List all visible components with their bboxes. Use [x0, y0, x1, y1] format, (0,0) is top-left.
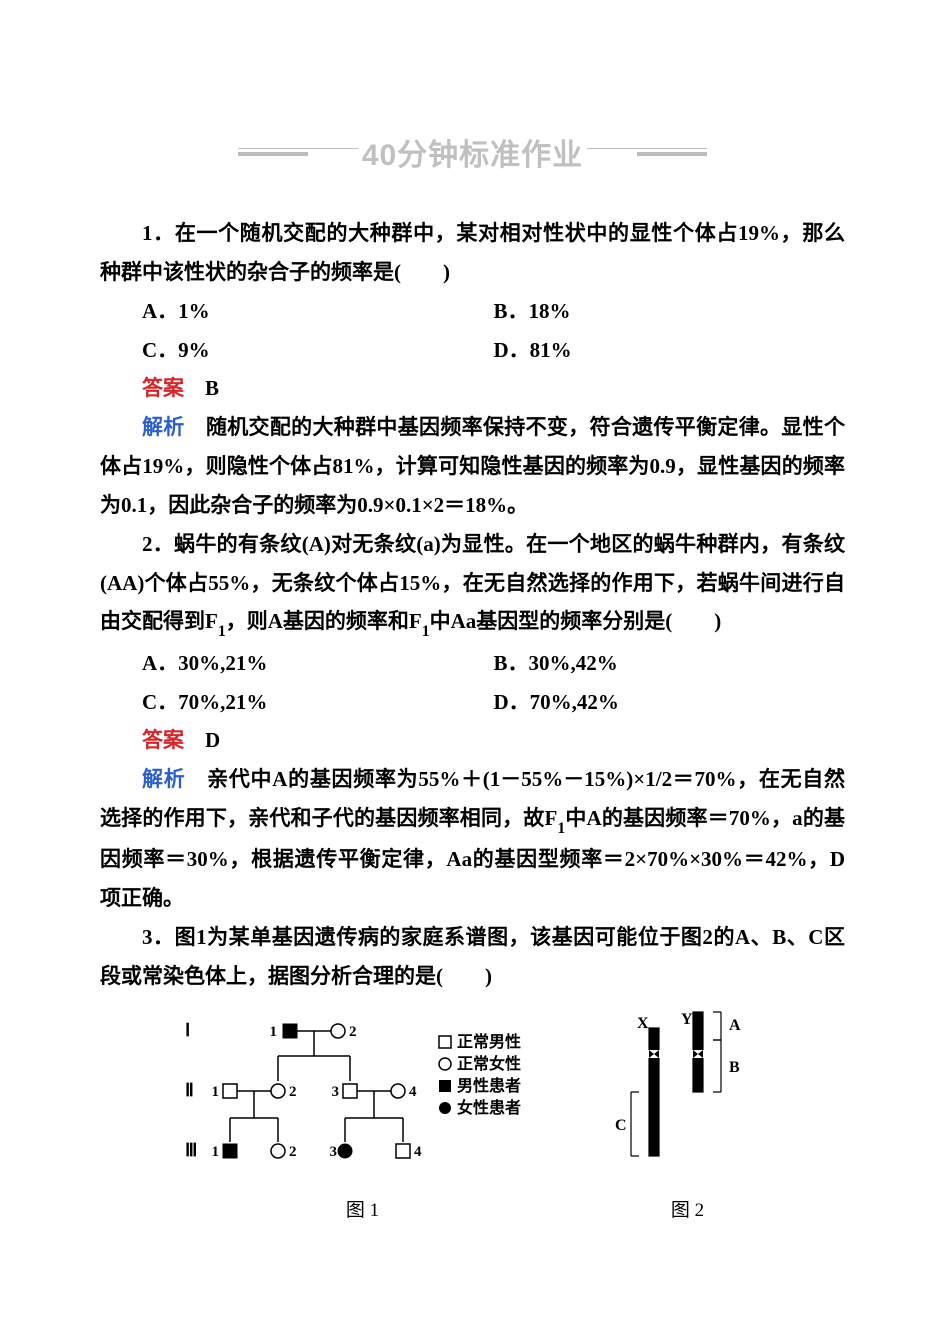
- answer-label: 答案: [142, 376, 184, 400]
- ped-II-2-num: 2: [289, 1084, 297, 1100]
- ped-II-1-num: 1: [211, 1084, 219, 1100]
- legend-affected-female-icon: [439, 1102, 451, 1114]
- fig1-caption: 图 1: [173, 1193, 553, 1228]
- ped-I-2: [331, 1024, 345, 1038]
- q2-answer-value: D: [205, 728, 220, 752]
- region-C-label: C: [615, 1117, 627, 1134]
- figures-row: Ⅰ Ⅱ Ⅲ 1 2: [100, 1006, 845, 1228]
- figure-2: X Y A B: [603, 1006, 773, 1228]
- ped-II-3: [343, 1084, 357, 1098]
- content-body: 1．在一个随机交配的大种群中，某对相对性状中的显性个体占19%，那么种群中该性状…: [100, 214, 845, 1228]
- ped-III-1-num: 1: [211, 1144, 219, 1160]
- ped-I-2-num: 2: [349, 1024, 357, 1040]
- q2-optB: B．30%,42%: [494, 644, 846, 683]
- analysis-label: 解析: [142, 767, 185, 791]
- ped-II-4-num: 4: [409, 1084, 417, 1100]
- pedigree-legend: 正常男性 正常女性 男性患者 女性患者: [439, 1032, 521, 1117]
- ped-III-3-num: 3: [329, 1144, 337, 1160]
- gen-II-label: Ⅱ: [185, 1080, 194, 1100]
- gen-I-label: Ⅰ: [185, 1020, 190, 1040]
- bracket-A: [713, 1012, 721, 1040]
- ped-III-2: [271, 1144, 285, 1158]
- analysis-label: 解析: [142, 415, 185, 439]
- q1-optB: B．18%: [494, 292, 846, 331]
- q2-options: A．30%,21% B．30%,42% C．70%,21% D．70%,42%: [100, 644, 845, 722]
- legend-affected-male-icon: [439, 1080, 451, 1092]
- q1-text: 1．在一个随机交配的大种群中，某对相对性状中的显性个体占19%，那么种群中该性状…: [100, 214, 845, 292]
- q2-ana-sub1: 1: [557, 820, 565, 837]
- q1-analysis: 解析 随机交配的大种群中基因频率保持不变，符合遗传平衡定律。显性个体占19%，则…: [100, 408, 845, 525]
- legend-normal-male-icon: [439, 1036, 451, 1048]
- bracket-B: [713, 1040, 721, 1092]
- ped-I-1-num: 1: [269, 1024, 277, 1040]
- region-B-label: B: [729, 1059, 740, 1076]
- q1-options: A．1% B．18% C．9% D．81%: [100, 292, 845, 370]
- ped-II-4: [391, 1084, 405, 1098]
- ped-III-3: [338, 1144, 352, 1158]
- header-line-right: [587, 148, 707, 156]
- gen-III-label: Ⅲ: [185, 1140, 197, 1160]
- ped-III-2-num: 2: [289, 1144, 297, 1160]
- legend-affected-female: 女性患者: [457, 1098, 521, 1117]
- legend-normal-male: 正常男性: [457, 1032, 521, 1051]
- q1-optA: A．1%: [142, 292, 494, 331]
- q1-optD: D．81%: [494, 331, 846, 370]
- q1-answer: 答案 B: [100, 369, 845, 408]
- q2-optC: C．70%,21%: [142, 683, 494, 722]
- header-line-left: [238, 148, 358, 156]
- pedigree-svg: Ⅰ Ⅱ Ⅲ 1 2: [173, 1006, 553, 1176]
- region-A-label: A: [729, 1017, 741, 1034]
- ped-III-4-num: 4: [414, 1144, 422, 1160]
- q2-answer: 答案 D: [100, 721, 845, 760]
- legend-normal-female-icon: [439, 1058, 451, 1070]
- legend-normal-female: 正常女性: [457, 1054, 521, 1073]
- answer-label: 答案: [142, 728, 184, 752]
- q2-sub2: 1: [422, 623, 430, 640]
- ped-I-1: [283, 1024, 297, 1038]
- figure-1: Ⅰ Ⅱ Ⅲ 1 2: [173, 1006, 553, 1228]
- q2-optA: A．30%,21%: [142, 644, 494, 683]
- header-title: 40分钟标准作业: [362, 130, 583, 174]
- chrom-X: [649, 1028, 659, 1156]
- q3-text: 3．图1为某单基因遗传病的家庭系谱图，该基因可能位于图2的A、B、C区段或常染色…: [100, 918, 845, 996]
- ped-II-2: [271, 1084, 285, 1098]
- legend-affected-male: 男性患者: [457, 1076, 521, 1095]
- q2-optD: D．70%,42%: [494, 683, 846, 722]
- q2-text: 2．蜗牛的有条纹(A)对无条纹(a)为显性。在一个地区的蜗牛种群内，有条纹(AA…: [100, 525, 845, 644]
- ped-II-1: [223, 1084, 237, 1098]
- page-header: 40分钟标准作业: [100, 130, 845, 174]
- q2-sub1: 1: [218, 623, 226, 640]
- q2-text-p2: ，则A基因的频率和F: [226, 609, 422, 633]
- bracket-C: [631, 1092, 639, 1156]
- q1-answer-value: B: [205, 376, 219, 400]
- q2-analysis: 解析 亲代中A的基因频率为55%＋(1－55%－15%)×1/2＝70%，在无自…: [100, 760, 845, 918]
- ped-II-3-num: 3: [331, 1084, 339, 1100]
- q2-text-p3: 中Aa基因型的频率分别是( ): [430, 609, 722, 633]
- q1-optC: C．9%: [142, 331, 494, 370]
- ped-III-1: [223, 1144, 237, 1158]
- chrom-Y-label: Y: [681, 1011, 693, 1028]
- ped-III-4: [396, 1144, 410, 1158]
- q1-analysis-text: 随机交配的大种群中基因频率保持不变，符合遗传平衡定律。显性个体占19%，则隐性个…: [100, 415, 845, 517]
- chromosome-svg: X Y A B: [603, 1006, 773, 1176]
- fig2-caption: 图 2: [603, 1193, 773, 1228]
- chrom-X-label: X: [637, 1015, 649, 1032]
